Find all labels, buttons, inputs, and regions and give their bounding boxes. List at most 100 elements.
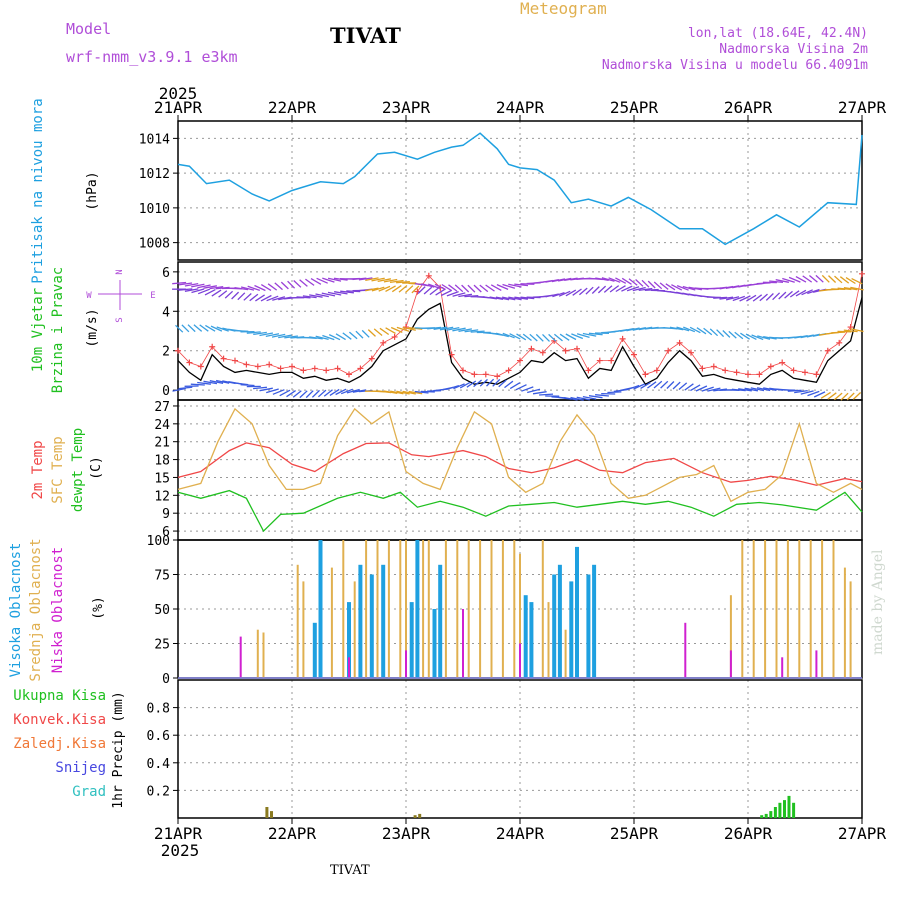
cloud-bar-low [815, 650, 818, 678]
cloud-bar-high [552, 574, 557, 678]
year-label-top: 2025 [159, 84, 198, 103]
wind-direction-arrow [280, 281, 289, 290]
y-tick-label: 0.4 [147, 757, 171, 772]
cloud-bar-high [523, 595, 528, 678]
cloud-bar-mid [399, 540, 402, 678]
cloud-bar-mid [387, 540, 390, 678]
wind-direction-arrow [772, 292, 781, 301]
wind-direction-arrow [831, 331, 846, 334]
wind-direction-arrow [553, 333, 563, 342]
dewpt-line [177, 489, 863, 533]
wind-direction-arrow [738, 388, 752, 392]
wind-direction-arrow [514, 283, 529, 287]
wind-direction-arrow [253, 331, 267, 336]
precip-bar-mixed [265, 807, 269, 818]
wind-direction-arrow [788, 276, 801, 283]
wind-direction-arrow [396, 326, 410, 332]
wind-direction-arrow [595, 277, 609, 281]
wind-direction-arrow [671, 284, 683, 291]
y-tick-label: 12 [154, 489, 170, 504]
wind-direction-arrow [209, 380, 224, 384]
wind-direction-arrow [427, 283, 441, 290]
temp-dewpt-title: dewpt Temp [70, 428, 86, 512]
precip-legend-0: Ukupna Kisa [13, 688, 106, 704]
wind-direction-arrow [728, 330, 737, 339]
wind-direction-arrow [452, 327, 466, 332]
wind-direction-arrow [626, 327, 640, 332]
wind-direction-arrow [215, 379, 230, 384]
precip-bar-rain [783, 800, 786, 818]
wind-direction-arrow [452, 292, 466, 297]
wind-direction-arrow [588, 332, 603, 336]
wind-direction-arrow [666, 381, 675, 389]
wind-direction-arrow [689, 326, 701, 334]
wind-direction-arrow [434, 283, 446, 291]
wind-direction-arrow [585, 286, 594, 295]
wind-direction-arrow [795, 276, 807, 283]
wind-direction-arrow [210, 325, 223, 332]
cloud-high-title: Visoka Oblacnost [8, 543, 24, 678]
cloud-bar-mid [519, 553, 521, 678]
wind-direction-arrow [191, 288, 205, 294]
cloud-bar-high [318, 540, 323, 678]
wind-direction-arrow [527, 388, 541, 394]
wind-direction-arrow [440, 289, 453, 297]
cloud-bar-high [312, 622, 317, 678]
wind-direction-arrow [175, 324, 184, 333]
temp-sfc-line [177, 407, 863, 503]
wind-direction-arrow [769, 280, 784, 284]
y-tick-label: 2 [162, 345, 170, 360]
wind-direction-arrow [390, 326, 403, 333]
x-tick-label-top: 24APR [496, 98, 545, 117]
pressure-line [177, 132, 863, 246]
wind-direction-arrow [757, 335, 771, 340]
y-tick-label: 6 [162, 525, 170, 540]
wind-direction-arrow [402, 390, 416, 395]
model-label: Model [66, 20, 112, 38]
wind-direction-arrow [756, 387, 771, 392]
wind-direction-arrow [548, 333, 557, 342]
cloud-bar-mid [821, 540, 824, 678]
wind-direction-arrow [828, 275, 837, 283]
cloud-bar-low [519, 643, 521, 678]
wind-direction-arrow [385, 285, 396, 292]
cloud-bar-mid [849, 581, 852, 678]
wind-direction-arrow [340, 290, 354, 294]
wind-direction-arrow [373, 328, 383, 336]
precip-legend-2: Zaledj.Kisa [13, 736, 106, 752]
x-tick-label-bottom: 25APR [610, 824, 659, 843]
compass-e: E [150, 291, 155, 301]
cloud-bar-high [438, 564, 443, 678]
wind-direction-arrow [683, 326, 696, 333]
wind-direction-arrow [615, 285, 626, 293]
wind-direction-arrow [358, 277, 373, 281]
wind-direction-arrow [292, 390, 302, 398]
wind-direction-arrow [286, 390, 296, 398]
station-title: TIVAT [330, 23, 401, 48]
wind-direction-arrow [535, 333, 544, 342]
wind-direction-arrow [496, 284, 509, 290]
wind-direction-arrow [815, 274, 824, 283]
wind-direction-arrow [231, 291, 240, 300]
wind-direction-arrow [247, 285, 261, 292]
wind-direction-arrow [621, 285, 633, 292]
wind-direction-arrow [837, 287, 852, 291]
wind-direction-arrow [365, 287, 379, 292]
wind-direction-arrow [243, 293, 252, 301]
wind-direction-arrow [321, 292, 336, 297]
wind-direction-arrow [565, 333, 577, 341]
wind-direction-arrow [690, 384, 701, 392]
wind-direction-arrow [272, 389, 285, 395]
cloud-bar-mid [405, 540, 407, 678]
wind-direction-arrow [800, 390, 814, 395]
wind-direction-arrow [564, 396, 578, 401]
precip-unit: 1hr Precip (mm) [111, 691, 126, 808]
wind-direction-arrow [775, 279, 790, 283]
cloud-bar-low [729, 650, 732, 678]
wind-direction-arrow [302, 295, 317, 299]
wind-direction-arrow [821, 274, 830, 283]
wind-direction-arrow [795, 289, 807, 297]
wind-direction-arrow [316, 277, 328, 284]
wind-direction-arrow [340, 388, 354, 395]
wind-direction-arrow [509, 382, 521, 390]
